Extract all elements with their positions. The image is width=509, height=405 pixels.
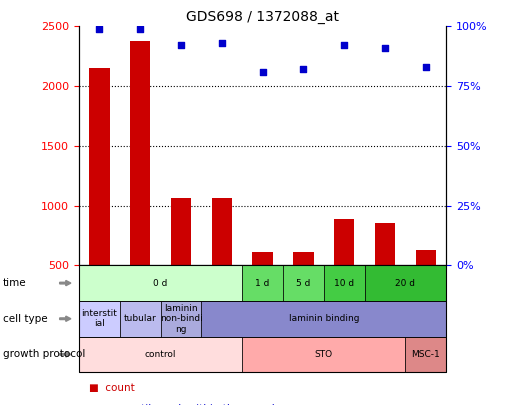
- Text: interstit
ial: interstit ial: [81, 309, 117, 328]
- Point: [421, 64, 429, 70]
- Bar: [171, 198, 191, 265]
- Point: [340, 42, 348, 49]
- Text: MSC-1: MSC-1: [411, 350, 439, 359]
- Point: [95, 26, 103, 32]
- Bar: [130, 40, 150, 265]
- Text: 20 d: 20 d: [394, 279, 415, 288]
- Text: laminin binding: laminin binding: [288, 314, 358, 323]
- Bar: [252, 252, 272, 265]
- Point: [299, 66, 307, 72]
- Point: [136, 26, 144, 32]
- Bar: [415, 250, 435, 265]
- Text: 1 d: 1 d: [255, 279, 269, 288]
- Text: control: control: [145, 350, 176, 359]
- Text: growth protocol: growth protocol: [3, 350, 85, 359]
- Point: [380, 45, 388, 51]
- Text: 0 d: 0 d: [153, 279, 167, 288]
- Text: tubular: tubular: [124, 314, 156, 323]
- Title: GDS698 / 1372088_at: GDS698 / 1372088_at: [186, 10, 338, 24]
- Text: ■  count: ■ count: [89, 384, 135, 393]
- Text: cell type: cell type: [3, 314, 47, 324]
- Point: [258, 68, 266, 75]
- Bar: [293, 252, 313, 265]
- Bar: [333, 219, 354, 265]
- Bar: [211, 198, 232, 265]
- Bar: [374, 223, 394, 265]
- Text: laminin
non-bindi
ng: laminin non-bindi ng: [159, 304, 202, 334]
- Text: 10 d: 10 d: [333, 279, 354, 288]
- Text: 5 d: 5 d: [296, 279, 310, 288]
- Text: ■  percentile rank within the sample: ■ percentile rank within the sample: [89, 404, 281, 405]
- Text: time: time: [3, 278, 26, 288]
- Bar: [89, 68, 109, 265]
- Text: STO: STO: [314, 350, 332, 359]
- Point: [217, 40, 225, 46]
- Point: [177, 42, 185, 49]
